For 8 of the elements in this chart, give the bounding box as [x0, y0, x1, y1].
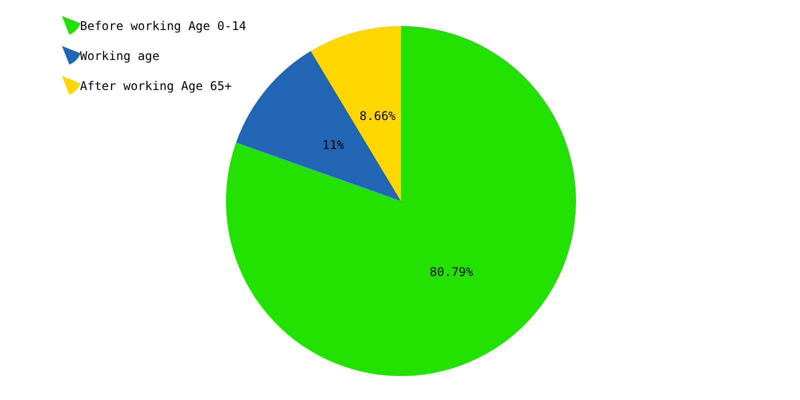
- data-label: 8.66%: [360, 108, 396, 123]
- data-label: 11%: [322, 138, 345, 152]
- legend-label: Before working Age 0-14: [80, 19, 246, 33]
- legend-label: After working Age 65+: [80, 79, 232, 93]
- pie-slice: [310, 26, 401, 201]
- data-label: 80.79%: [430, 264, 474, 279]
- pie-slice: [236, 51, 401, 201]
- legend-label: Working age: [80, 49, 160, 63]
